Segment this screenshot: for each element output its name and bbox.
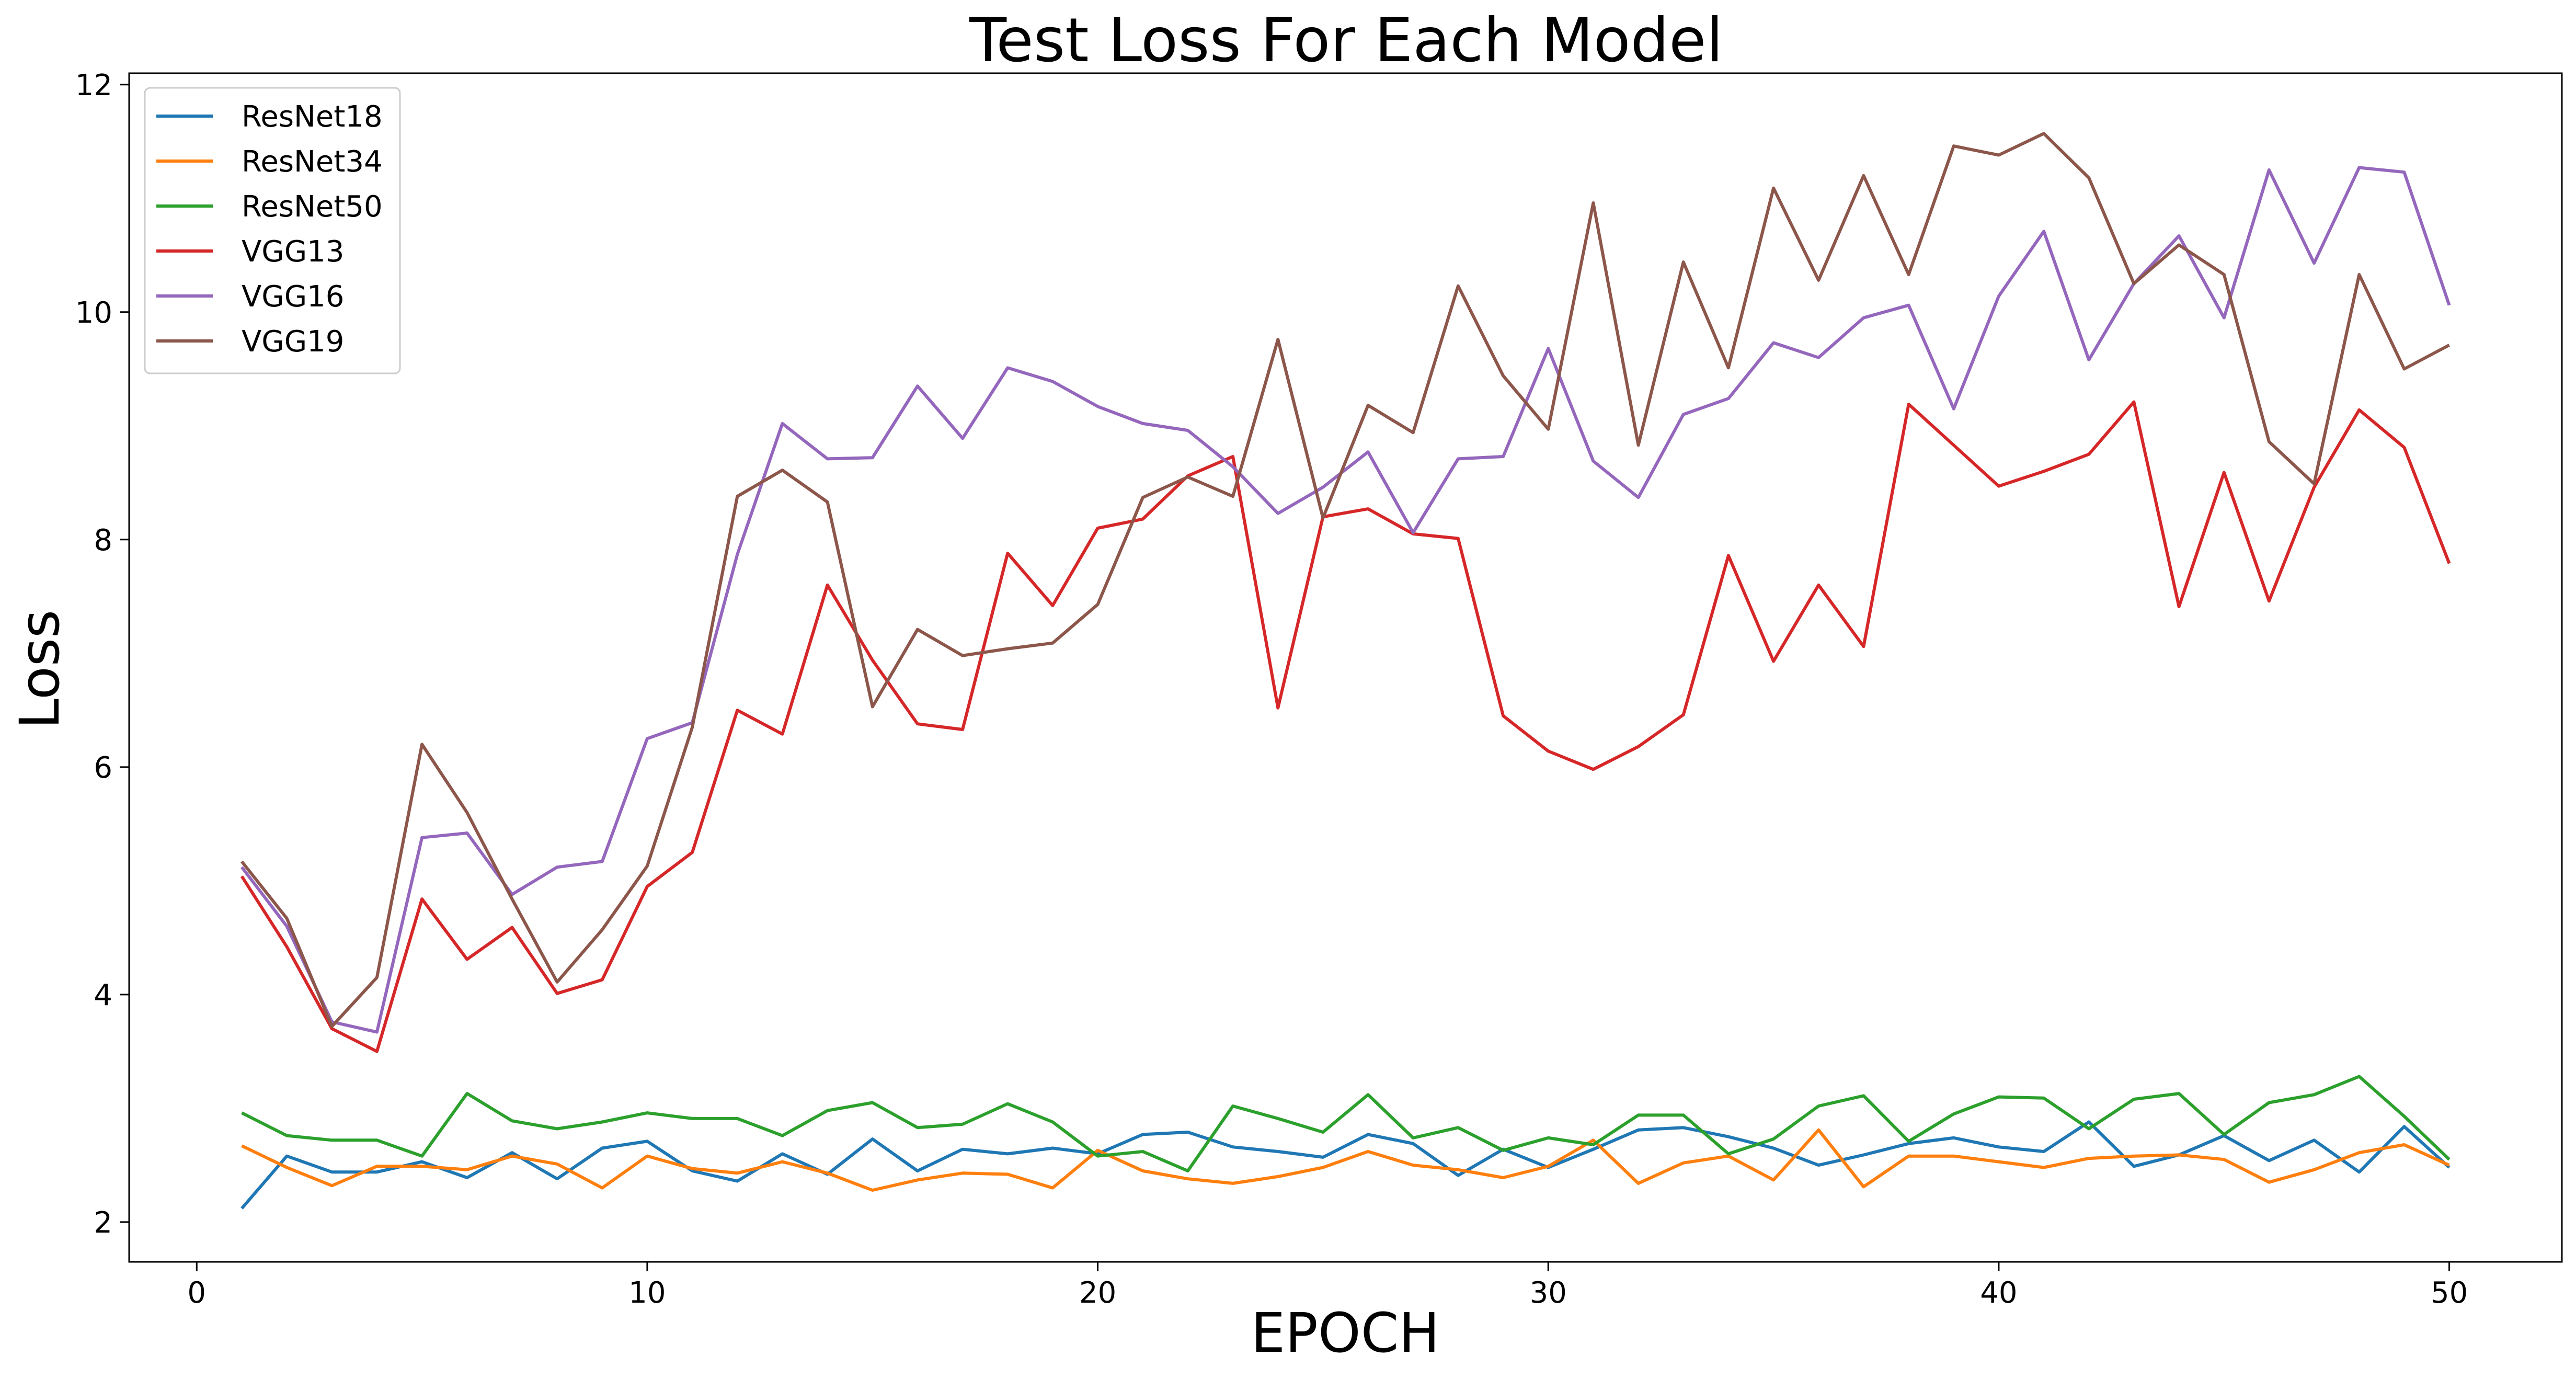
series-line-vgg13 [240,400,2451,1053]
legend: ResNet18 ResNet34 ResNet50 VGG13 VGG16 VGG19 [144,87,401,374]
series-line-resnet18 [241,1120,2451,1210]
x-tick-label: 20 [1079,1276,1116,1310]
legend-label-resnet34: ResNet34 [242,145,383,179]
x-tick-label: 10 [628,1276,666,1310]
x-axis-label: EPOCH [1251,1301,1439,1365]
plot-frame [128,72,2563,1263]
series-line-resnet34 [241,1128,2450,1192]
series-line-resnet50 [241,1075,2451,1172]
legend-label-vgg13: VGG13 [242,235,344,269]
x-axis: 0 10 20 30 40 50 [187,1262,2468,1310]
plot-area [240,132,2451,1210]
y-axis: 2 4 6 8 10 12 [75,69,129,1240]
series-line-vgg19 [241,132,2451,1028]
legend-label-vgg16: VGG16 [242,280,344,314]
legend-label-vgg19: VGG19 [242,325,344,359]
y-tick-label: 6 [94,751,112,785]
y-tick-label: 12 [75,69,112,102]
legend-box [144,87,401,374]
x-tick-label: 30 [1530,1276,1567,1310]
y-tick-label: 10 [75,296,112,330]
legend-label-resnet18: ResNet18 [242,100,383,134]
chart-title: Test Loss For Each Model [969,5,1723,76]
x-tick-label: 50 [2431,1276,2468,1310]
y-axis-label: Loss [8,610,72,729]
y-tick-label: 2 [94,1206,112,1240]
series-line-vgg16 [241,166,2451,1034]
x-tick-label: 40 [1980,1276,2017,1310]
legend-label-resnet50: ResNet50 [242,190,383,224]
x-tick-label: 0 [187,1276,206,1310]
y-tick-label: 4 [94,978,112,1012]
y-tick-label: 8 [94,523,112,557]
